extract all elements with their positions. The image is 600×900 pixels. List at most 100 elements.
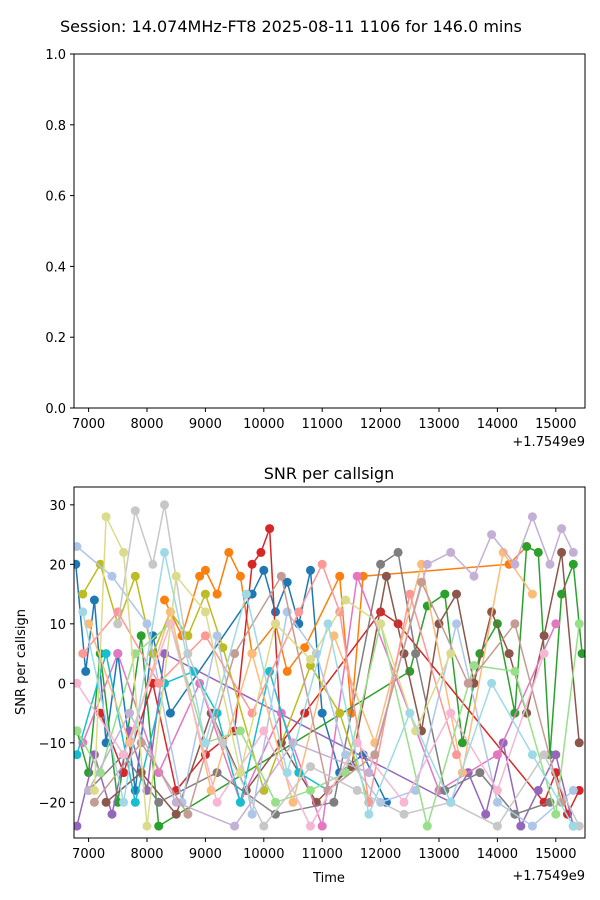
- snr-data-point: [154, 768, 164, 778]
- snr-series-group: [74, 500, 585, 831]
- snr-data-point: [393, 619, 403, 629]
- snr-data-point: [154, 797, 164, 807]
- snr-y-tick-label: −10: [39, 737, 66, 752]
- snr-y-tick-label: 0: [58, 677, 66, 692]
- snr-data-point: [78, 649, 88, 659]
- snr-data-point: [469, 661, 479, 670]
- snr-x-offset-label: +1.7549e9: [512, 869, 585, 884]
- snr-data-point: [165, 607, 175, 617]
- snr-data-point: [142, 619, 152, 629]
- snr-data-point: [113, 649, 123, 659]
- snr-data-point: [74, 678, 82, 688]
- snr-plot-frame: [73, 486, 586, 839]
- snr-data-point: [200, 565, 210, 575]
- snr-data-point: [183, 809, 193, 819]
- snr-data-point: [154, 821, 164, 831]
- top-y-tick-label: 0.6: [45, 190, 66, 205]
- snr-chart-title: SNR per callsign: [264, 464, 395, 483]
- snr-data-point: [335, 708, 345, 718]
- top-x-tick-label: 15000: [535, 417, 576, 432]
- snr-data-point: [527, 589, 537, 599]
- snr-data-point: [119, 547, 129, 557]
- snr-data-point: [119, 750, 129, 760]
- snr-data-point: [101, 797, 111, 807]
- snr-data-point: [288, 797, 298, 807]
- top-x-tick-label: 12000: [360, 417, 401, 432]
- snr-data-point: [545, 559, 555, 569]
- snr-data-point: [492, 797, 502, 807]
- snr-data-point: [171, 571, 181, 581]
- snr-data-point: [183, 649, 193, 659]
- snr-data-point: [200, 631, 210, 641]
- snr-data-point: [89, 785, 99, 795]
- snr-y-tick-label: 20: [49, 558, 66, 573]
- snr-data-point: [352, 738, 362, 748]
- snr-data-point: [364, 768, 374, 778]
- snr-data-point: [527, 512, 537, 522]
- snr-data-point: [411, 649, 421, 659]
- snr-data-point: [130, 797, 140, 807]
- snr-data-point: [411, 726, 421, 736]
- snr-data-point: [235, 797, 245, 807]
- snr-data-point: [74, 750, 82, 760]
- snr-series-16: [89, 571, 567, 819]
- snr-data-point: [341, 595, 351, 605]
- snr-data-point: [341, 750, 351, 760]
- snr-data-point: [256, 547, 266, 557]
- snr-data-point: [539, 649, 549, 659]
- snr-panel: SNR per callsign 7000 8000 9000 10000 11000 1…: [14, 464, 586, 886]
- snr-data-point: [282, 577, 292, 587]
- top-x-tick-label: 7000: [72, 417, 105, 432]
- snr-data-point: [130, 571, 140, 581]
- top-x-tick-label: 9000: [189, 417, 222, 432]
- snr-x-axis-label: Time: [312, 871, 345, 886]
- top-x-offset-label: +1.7549e9: [512, 435, 585, 450]
- top-x-tick-label: 8000: [130, 417, 163, 432]
- snr-data-point: [370, 750, 380, 760]
- snr-x-tick-label: 10000: [243, 847, 284, 862]
- snr-y-axis-label: SNR per callsign: [14, 609, 29, 715]
- snr-data-point: [306, 821, 315, 831]
- snr-data-point: [224, 547, 234, 557]
- snr-data-point: [74, 559, 81, 569]
- snr-data-point: [212, 797, 222, 807]
- snr-data-point: [463, 678, 473, 688]
- snr-data-point: [306, 785, 315, 795]
- top-x-tick-label: 11000: [302, 417, 343, 432]
- snr-data-point: [136, 738, 146, 748]
- snr-data-point: [452, 619, 461, 629]
- snr-data-point: [335, 571, 345, 581]
- snr-data-point: [136, 631, 146, 641]
- top-y-tick-label: 0.0: [45, 402, 66, 417]
- snr-data-point: [539, 750, 549, 760]
- snr-data-point: [271, 607, 280, 617]
- snr-data-point: [492, 821, 502, 831]
- snr-data-point: [452, 750, 461, 760]
- snr-data-point: [282, 768, 292, 778]
- snr-data-point: [200, 607, 210, 617]
- snr-data-point: [212, 589, 222, 599]
- snr-data-point: [78, 589, 88, 599]
- snr-data-point: [218, 738, 228, 748]
- snr-data-point: [89, 595, 99, 605]
- snr-data-point: [259, 726, 269, 736]
- snr-data-point: [265, 524, 275, 534]
- snr-data-point: [160, 500, 169, 510]
- snr-data-point: [352, 571, 362, 581]
- snr-data-point: [405, 589, 415, 599]
- snr-y-tick-label: 10: [49, 618, 66, 633]
- snr-data-point: [113, 607, 123, 617]
- snr-data-point: [107, 571, 117, 581]
- snr-data-point: [475, 768, 485, 778]
- snr-data-point: [148, 559, 158, 569]
- snr-data-point: [200, 738, 210, 748]
- snr-data-point: [81, 666, 91, 676]
- snr-data-point: [89, 797, 99, 807]
- snr-data-point: [276, 571, 286, 581]
- snr-data-point: [195, 571, 205, 581]
- snr-data-point: [440, 589, 450, 599]
- snr-x-tick-label: 9000: [189, 847, 222, 862]
- snr-data-point: [294, 607, 304, 617]
- snr-data-point: [376, 619, 386, 629]
